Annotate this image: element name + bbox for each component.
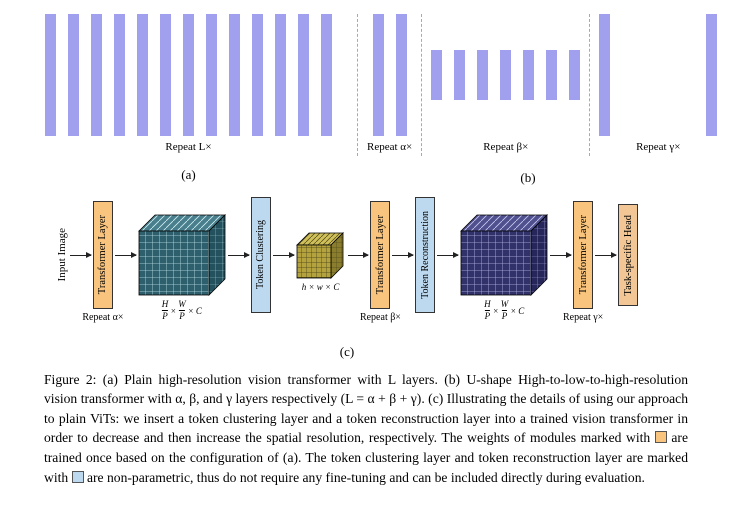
caption-part-1: Figure 2: (a) Plain high-resolution visi… <box>44 371 688 446</box>
figure-caption: Figure 2: (a) Plain high-resolution visi… <box>44 370 688 488</box>
layer-bar <box>395 14 407 136</box>
panel-a: Repeat L× (a) <box>45 14 332 183</box>
transformer-layer-2: Transformer Layer Repeat β× <box>360 201 401 323</box>
transformer-layer-2-box: Transformer Layer <box>370 201 391 309</box>
task-specific-head-text: Task-specific Head <box>622 214 634 296</box>
task-specific-head: Task-specific Head <box>618 204 639 306</box>
caption-part-2: are trained once based on the configurat… <box>44 430 688 485</box>
token-clustering-box: Token Clustering <box>250 197 271 313</box>
panel-b-group-gamma-bars <box>599 14 718 136</box>
panel-b-group-alpha-bars <box>372 14 407 136</box>
flow-arrow <box>595 251 617 258</box>
layer-bar <box>68 14 79 136</box>
panel-b-gamma-label: Repeat γ× <box>636 141 681 153</box>
panel-boundary-separator <box>357 14 358 156</box>
panel-c-caption: (c) <box>339 344 355 359</box>
token-cube-high-2-graphic <box>460 214 549 296</box>
blue-token-layer-swatch-icon <box>71 470 84 483</box>
layer-bar <box>114 14 125 136</box>
transformer-layer-3-box: Transformer Layer <box>573 201 594 309</box>
token-clustering: Token Clustering <box>250 197 271 313</box>
flow-arrow <box>437 251 460 258</box>
panel-b-group-beta: Repeat β× <box>431 14 581 153</box>
panel-b-caption: (b) <box>520 170 536 185</box>
repeat-alpha-label: Repeat α× <box>82 312 124 323</box>
flow-arrow <box>392 251 415 258</box>
transformer-layer-3: Transformer Layer Repeat γ× <box>563 201 603 323</box>
flow-arrow <box>227 251 250 258</box>
panel-b-group-gamma: Repeat γ× <box>599 14 718 153</box>
token-cube-high-1-graphic <box>137 214 226 296</box>
layer-bar <box>91 14 102 136</box>
layer-bar <box>183 14 194 136</box>
token-reconstruction: Token Reconstruction <box>415 197 436 313</box>
flow-arrow <box>347 251 370 258</box>
transformer-layer-3-text: Transformer Layer <box>577 215 589 295</box>
layer-bar <box>599 14 611 136</box>
layer-bar <box>160 14 171 136</box>
layer-bar <box>477 50 489 100</box>
layer-bar <box>372 14 384 136</box>
input-image-text: Input Image <box>56 228 68 282</box>
panel-c: Input Image Transformer Layer Repeat α× <box>56 196 639 359</box>
flow-arrow <box>114 251 137 258</box>
panel-a-repeat-label: Repeat L× <box>165 141 212 153</box>
token-reconstruction-text: Token Reconstruction <box>419 211 431 299</box>
token-reconstruction-box: Token Reconstruction <box>415 197 436 313</box>
layer-bar <box>275 14 286 136</box>
layer-bar <box>206 14 217 136</box>
panel-b-alpha-label: Repeat α× <box>367 141 413 153</box>
panel-a-caption: (a) <box>181 167 196 182</box>
task-specific-head-box: Task-specific Head <box>618 204 639 306</box>
repeat-gamma-label: Repeat γ× <box>562 312 604 323</box>
low-res-token-cube: h × w × C <box>295 231 346 292</box>
orange-module-swatch-icon <box>654 431 667 444</box>
transformer-layer-1: Transformer Layer Repeat α× <box>82 201 123 323</box>
transformer-layer-2-text: Transformer Layer <box>374 215 386 295</box>
pipeline-flow: Input Image Transformer Layer Repeat α× <box>56 196 639 323</box>
layer-bar <box>137 14 148 136</box>
repeat-beta-label: Repeat β× <box>359 312 401 323</box>
layer-bar <box>229 14 240 136</box>
layer-bar <box>569 50 581 100</box>
panel-b-bars-area: Repeat α× Repeat β× Repeat γ× <box>348 14 718 156</box>
layer-bar <box>45 14 56 136</box>
layer-bar <box>431 50 443 100</box>
panel-a-bars <box>45 14 332 136</box>
transformer-layer-1-text: Transformer Layer <box>97 215 109 295</box>
layer-bar <box>706 14 718 136</box>
panel-b-beta-label: Repeat β× <box>483 141 529 153</box>
token-clustering-text: Token Clustering <box>255 220 267 290</box>
panel-b-group-alpha: Repeat α× <box>367 14 412 153</box>
layer-bar <box>252 14 263 136</box>
layer-bar <box>546 50 558 100</box>
cluster-separator <box>421 14 423 156</box>
reconstruction-separator <box>589 14 591 156</box>
layer-bar <box>321 14 332 136</box>
layer-bar <box>298 14 309 136</box>
panel-b-group-beta-bars <box>431 14 581 136</box>
transformer-layer-1-box: Transformer Layer <box>92 201 113 309</box>
layer-bar <box>523 50 535 100</box>
token-cube-low-graphic <box>295 231 344 279</box>
flow-arrow <box>550 251 573 258</box>
layer-bar <box>454 50 466 100</box>
input-image-label: Input Image <box>56 228 68 281</box>
panel-b: Repeat α× Repeat β× Repeat γ× (b) <box>348 14 718 186</box>
caption-part-3: are non-parametric, thus do not require … <box>86 469 645 485</box>
layer-bar <box>500 50 512 100</box>
flow-arrow <box>272 251 295 258</box>
dims-low: h × w × C <box>301 281 340 292</box>
flow-arrow <box>70 251 92 258</box>
